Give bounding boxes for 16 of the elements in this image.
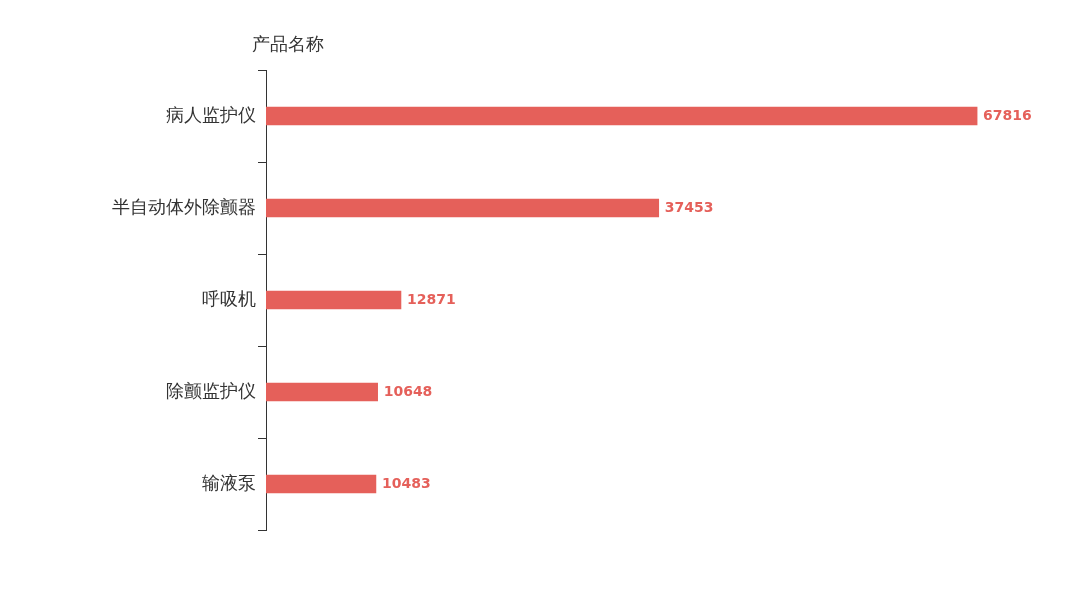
y-axis-title: 产品名称: [252, 32, 324, 56]
bar: [266, 106, 978, 126]
data-label: 10648: [383, 382, 433, 399]
y-tick-label: 除颤监护仪: [166, 379, 256, 401]
y-tick-label: 半自动体外除颤器: [112, 195, 256, 217]
data-label: 37453: [664, 198, 714, 215]
y-tick-label: 输液泵: [202, 471, 256, 493]
data-label: 67816: [983, 106, 1032, 123]
y-tick-label: 病人监护仪: [166, 103, 256, 125]
data-label: 10483: [381, 474, 431, 491]
bar: [266, 198, 660, 218]
y-tick-label: 呼吸机: [202, 287, 256, 309]
bar: [266, 290, 402, 310]
data-label: 12871: [406, 290, 456, 307]
bar: [266, 474, 377, 494]
bar: [266, 382, 378, 402]
